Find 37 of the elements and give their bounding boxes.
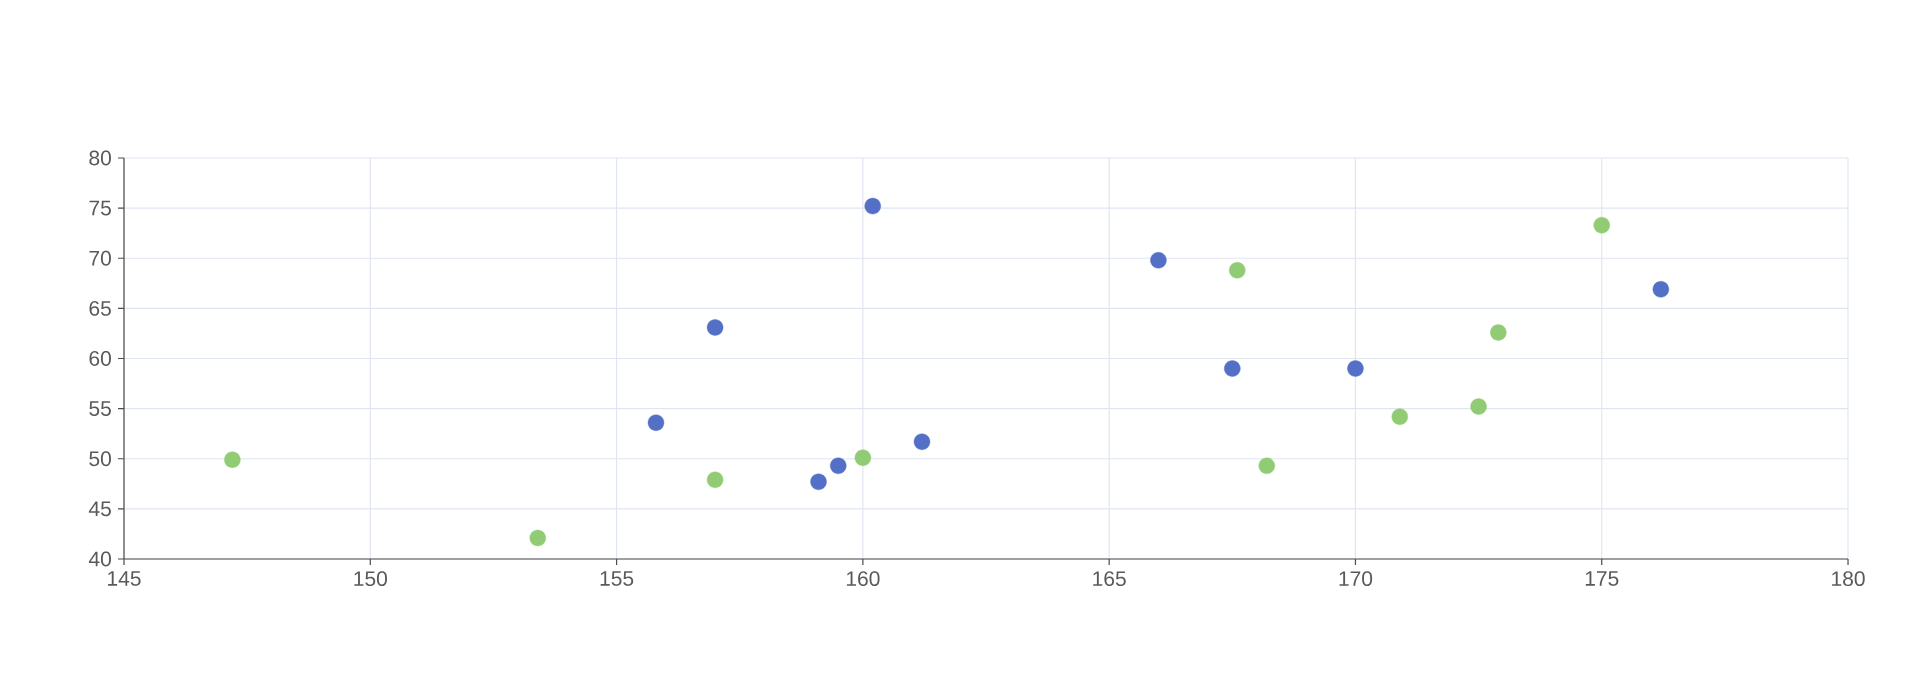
y-tick-label: 75 (89, 200, 111, 216)
point (706, 471, 724, 488)
y-tick-label: 40 (88, 551, 111, 567)
y-tick-label: 55 (89, 401, 111, 416)
x-tick-label: 160 (846, 571, 880, 587)
point (1347, 360, 1364, 377)
point (1490, 324, 1507, 341)
point (1652, 281, 1670, 298)
x-tick-label: 155 (600, 571, 634, 586)
x-tick-label: 170 (1339, 571, 1373, 587)
y-tick-label: 50 (89, 451, 111, 467)
point (1229, 262, 1246, 279)
y-tick-label: 45 (88, 501, 111, 517)
point (706, 319, 724, 336)
point (1470, 398, 1487, 415)
y-tick-label: 70 (89, 250, 111, 266)
point (1593, 216, 1610, 234)
point (854, 449, 872, 466)
point (864, 197, 881, 215)
point (224, 451, 241, 468)
x-tick-label: 145 (108, 571, 141, 586)
point (647, 414, 665, 431)
point (1224, 360, 1241, 377)
point (1258, 457, 1275, 474)
point (913, 433, 931, 450)
y-tick-label: 65 (89, 300, 111, 316)
x-tick-label: 150 (354, 571, 387, 587)
y-tick-label: 80 (89, 150, 111, 166)
point (1150, 252, 1167, 269)
point (830, 457, 847, 474)
x-tick-label: 175 (1585, 571, 1619, 586)
y-tick-label: 60 (89, 351, 111, 366)
x-tick-label: 180 (1832, 571, 1865, 587)
point (529, 529, 546, 547)
point (1391, 408, 1408, 425)
x-tick-label: 165 (1093, 571, 1126, 587)
point (810, 473, 827, 490)
